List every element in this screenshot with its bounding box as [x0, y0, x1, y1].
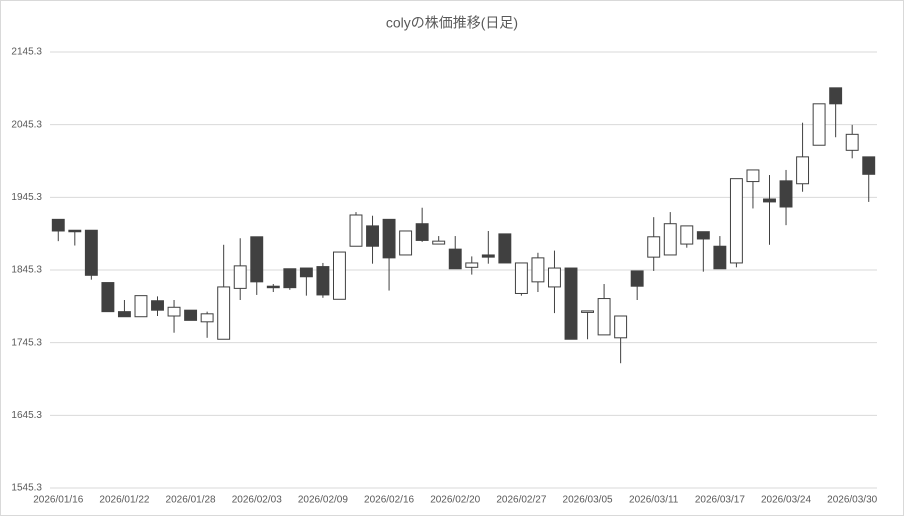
candle-body	[663, 223, 677, 256]
candle-body	[862, 156, 876, 175]
candle-body	[829, 87, 843, 105]
candle-body	[713, 245, 727, 270]
candle-body	[448, 248, 462, 270]
candle-body	[581, 310, 595, 313]
y-tick-label: 2145.3	[11, 47, 42, 58]
candle-body	[382, 218, 396, 259]
candle-body	[250, 236, 264, 283]
candle-body	[498, 233, 512, 264]
candle-body	[51, 218, 65, 232]
candle-body	[167, 306, 181, 317]
candle-body	[68, 229, 82, 233]
candle-body	[415, 223, 429, 241]
candle-body	[101, 282, 115, 313]
x-tick-label: 2026/03/24	[761, 495, 811, 506]
candle-body	[84, 229, 98, 276]
candle-body	[399, 230, 413, 256]
candle-body	[564, 267, 578, 340]
x-tick-label: 2026/02/09	[298, 495, 348, 506]
candle-body	[680, 225, 694, 245]
candle-body	[597, 298, 611, 336]
candle-body	[796, 156, 810, 185]
x-tick-label: 2026/02/20	[430, 495, 480, 506]
candle-body	[316, 266, 330, 296]
candle-body	[233, 265, 247, 289]
x-tick-label: 2026/01/22	[99, 495, 149, 506]
candle-body	[746, 169, 760, 183]
x-tick-label: 2026/02/16	[364, 495, 414, 506]
candle-body	[134, 295, 148, 318]
candle-body	[184, 309, 198, 321]
candle-body	[647, 236, 661, 258]
candle-body	[299, 267, 313, 278]
candle-body	[845, 133, 859, 151]
candle-body	[332, 251, 346, 300]
candle-body	[349, 214, 363, 247]
x-tick-label: 2026/01/28	[166, 495, 216, 506]
x-tick-label: 2026/02/03	[232, 495, 282, 506]
y-tick-label: 1845.3	[11, 265, 42, 276]
candle-body	[200, 313, 214, 323]
candle-body	[432, 240, 446, 245]
y-tick-label: 1945.3	[11, 192, 42, 203]
candle-body	[779, 180, 793, 208]
candle-body	[614, 315, 628, 339]
x-tick-label: 2026/02/27	[496, 495, 546, 506]
candle-body	[696, 231, 710, 240]
candle-body	[366, 225, 379, 247]
candle-body	[465, 262, 479, 268]
candle-body	[481, 254, 495, 258]
candle-body	[630, 270, 644, 287]
candle-body	[548, 267, 561, 288]
x-tick-label: 2026/03/11	[629, 495, 679, 506]
candle-body	[729, 178, 743, 264]
y-tick-label: 1745.3	[11, 337, 42, 348]
y-tick-label: 1645.3	[11, 410, 42, 421]
chart-title: colyの株価推移(日足)	[386, 15, 518, 31]
candle-body	[763, 198, 776, 203]
candle-body	[266, 285, 280, 289]
candle-body	[151, 300, 164, 311]
y-tick-label: 1545.3	[11, 483, 42, 494]
candle-body	[812, 103, 826, 146]
candle-body	[283, 268, 297, 289]
candle-body	[117, 311, 131, 318]
x-tick-label: 2026/03/05	[563, 495, 613, 506]
candle-body	[514, 262, 528, 294]
x-tick-label: 2026/03/17	[695, 495, 745, 506]
x-tick-label: 2026/01/16	[33, 495, 83, 506]
y-tick-label: 2045.3	[11, 119, 42, 130]
candle-body	[217, 286, 231, 340]
candle-body	[531, 257, 545, 283]
x-tick-label: 2026/03/30	[827, 495, 877, 506]
